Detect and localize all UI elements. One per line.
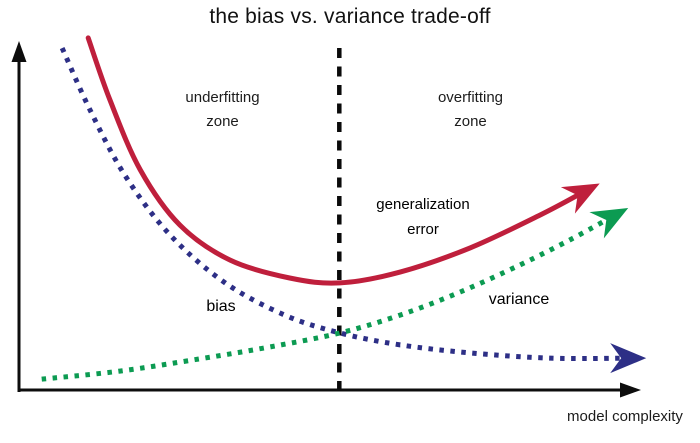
chart-title: the bias vs. variance trade-off: [209, 5, 491, 28]
curves-layer: [41, 35, 647, 389]
underfitting-zone-line2: zone: [206, 113, 239, 130]
generalization-error-arrowhead-icon: [560, 183, 600, 214]
x-axis-arrow-icon: [620, 382, 641, 398]
bias-arrowhead-icon: [610, 343, 647, 374]
bias-curve: [59, 47, 627, 362]
overfitting-zone-line2: zone: [454, 113, 487, 130]
bias-label: bias: [206, 298, 236, 315]
variance-label: variance: [488, 291, 550, 308]
y-axis-arrow-icon: [11, 41, 27, 62]
underfitting-zone-line1: underfitting: [185, 89, 260, 106]
x-axis-label: model complexity: [567, 408, 683, 425]
x-axis: [17, 382, 641, 398]
generalization-error-curve: [85, 35, 585, 286]
y-axis: [11, 41, 27, 392]
underfitting-zone-label: underfitting zone: [150, 86, 295, 134]
variance-arrowhead-icon: [589, 208, 629, 239]
generalization-error-line2: error: [407, 221, 439, 238]
overfitting-zone-line1: overfitting: [437, 89, 504, 106]
generalization-error-line1: generalization: [376, 196, 470, 213]
generalization-error-label: generalization error: [348, 192, 498, 242]
overfitting-zone-label: overfitting zone: [398, 86, 543, 134]
